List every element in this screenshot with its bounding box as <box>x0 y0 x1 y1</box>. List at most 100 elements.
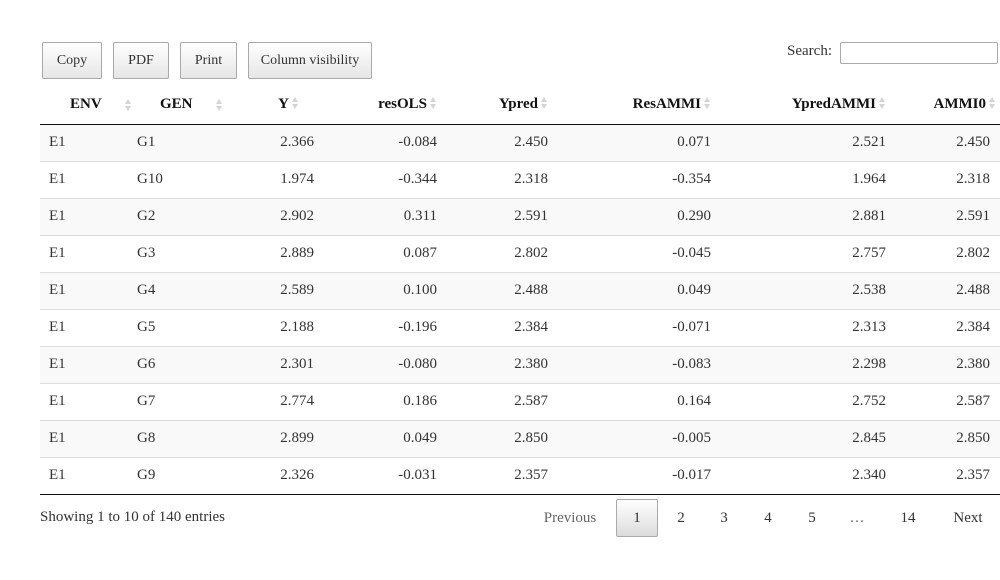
cell-ypred: 2.357 <box>444 456 548 495</box>
cell-ypred: 2.380 <box>444 345 548 383</box>
column-header-ypred[interactable]: Ypred <box>444 85 548 125</box>
search-box: Search: <box>787 42 998 64</box>
page-button-4[interactable]: 4 <box>764 509 772 526</box>
cell-y: 2.301 <box>235 345 314 383</box>
cell-ammi0: 2.488 <box>886 271 1000 309</box>
pdf-button[interactable]: PDF <box>113 42 169 79</box>
table-body: E1 G1 2.366 -0.084 2.450 0.071 2.521 2.450 E1 G10… <box>40 124 1000 495</box>
cell-resols: 0.311 <box>314 197 444 235</box>
previous-page-button[interactable]: Previous <box>543 509 597 526</box>
search-label: Search: <box>787 42 832 59</box>
table-row: E1 G7 2.774 0.186 2.587 0.164 2.752 2.587 <box>40 382 1000 420</box>
table-row: E1 G5 2.188 -0.196 2.384 -0.071 2.313 2.384 <box>40 308 1000 346</box>
cell-ammi0: 2.380 <box>886 345 1000 383</box>
cell-gen: G3 <box>132 234 235 272</box>
search-input[interactable] <box>840 42 998 64</box>
cell-ammi0: 2.591 <box>886 197 1000 235</box>
cell-env: E1 <box>40 271 132 309</box>
cell-ypred: 2.587 <box>444 382 548 420</box>
cell-gen: G6 <box>132 345 235 383</box>
column-header-label: ResAMMI <box>632 95 701 112</box>
data-table: ENV GEN Y resOLS Ypred ResAMMI YpredAMMI <box>40 85 1000 495</box>
cell-ypredammi: 2.298 <box>711 345 886 383</box>
cell-y: 2.774 <box>235 382 314 420</box>
cell-gen: G5 <box>132 308 235 346</box>
cell-ammi0: 2.357 <box>886 456 1000 495</box>
cell-resammi: 0.164 <box>548 382 711 420</box>
page-button-3[interactable]: 3 <box>720 509 728 526</box>
cell-resols: -0.031 <box>314 456 444 495</box>
cell-resammi: -0.017 <box>548 456 711 495</box>
page-button-2[interactable]: 2 <box>677 509 685 526</box>
sort-icon <box>989 97 996 110</box>
column-header-label: Y <box>278 95 289 112</box>
column-header-label: ENV <box>70 95 102 112</box>
cell-gen: G10 <box>132 160 235 198</box>
table-row: E1 G8 2.899 0.049 2.850 -0.005 2.845 2.850 <box>40 419 1000 457</box>
cell-ypred: 2.488 <box>444 271 548 309</box>
column-header-resols[interactable]: resOLS <box>314 85 444 125</box>
cell-y: 2.589 <box>235 271 314 309</box>
cell-y: 2.889 <box>235 234 314 272</box>
header-row: ENV GEN Y resOLS Ypred ResAMMI YpredAMMI <box>40 85 1000 125</box>
cell-ammi0: 2.450 <box>886 124 1000 161</box>
cell-env: E1 <box>40 124 132 161</box>
cell-ypred: 2.384 <box>444 308 548 346</box>
sort-icon <box>216 99 223 111</box>
cell-ypred: 2.450 <box>444 124 548 161</box>
cell-resols: 0.049 <box>314 419 444 457</box>
table-row: E1 G2 2.902 0.311 2.591 0.290 2.881 2.591 <box>40 197 1000 235</box>
cell-ammi0: 2.318 <box>886 160 1000 198</box>
cell-resammi: -0.354 <box>548 160 711 198</box>
cell-env: E1 <box>40 382 132 420</box>
cell-resols: 0.186 <box>314 382 444 420</box>
column-header-label: YpredAMMI <box>791 95 876 112</box>
cell-env: E1 <box>40 419 132 457</box>
table-row: E1 G4 2.589 0.100 2.488 0.049 2.538 2.488 <box>40 271 1000 309</box>
column-header-gen[interactable]: GEN <box>132 85 235 125</box>
sort-icon <box>430 97 437 110</box>
table-row: E1 G1 2.366 -0.084 2.450 0.071 2.521 2.450 <box>40 124 1000 161</box>
cell-y: 2.899 <box>235 419 314 457</box>
cell-resammi: -0.045 <box>548 234 711 272</box>
cell-y: 2.902 <box>235 197 314 235</box>
cell-env: E1 <box>40 456 132 495</box>
table-row: E1 G6 2.301 -0.080 2.380 -0.083 2.298 2.380 <box>40 345 1000 383</box>
cell-env: E1 <box>40 234 132 272</box>
cell-ypredammi: 2.752 <box>711 382 886 420</box>
table-info: Showing 1 to 10 of 140 entries <box>40 509 225 525</box>
column-header-label: Ypred <box>498 95 538 112</box>
column-header-ammi0[interactable]: AMMI0 <box>886 85 1000 125</box>
column-header-env[interactable]: ENV <box>40 85 132 125</box>
cell-resols: -0.196 <box>314 308 444 346</box>
column-header-resammi[interactable]: ResAMMI <box>548 85 711 125</box>
cell-ypredammi: 2.881 <box>711 197 886 235</box>
sort-icon <box>292 97 299 110</box>
cell-ypred: 2.591 <box>444 197 548 235</box>
cell-y: 2.326 <box>235 456 314 495</box>
cell-resammi: 0.290 <box>548 197 711 235</box>
column-header-y[interactable]: Y <box>235 85 314 125</box>
cell-env: E1 <box>40 197 132 235</box>
column-visibility-button[interactable]: Column visibility <box>248 42 372 79</box>
cell-env: E1 <box>40 308 132 346</box>
cell-gen: G4 <box>132 271 235 309</box>
sort-icon <box>541 97 548 110</box>
copy-button[interactable]: Copy <box>42 42 102 79</box>
cell-ammi0: 2.850 <box>886 419 1000 457</box>
cell-ypredammi: 2.538 <box>711 271 886 309</box>
page-button-5[interactable]: 5 <box>808 509 816 526</box>
cell-env: E1 <box>40 160 132 198</box>
cell-ypredammi: 2.340 <box>711 456 886 495</box>
page-button-1[interactable]: 1 <box>616 499 658 537</box>
cell-resols: -0.084 <box>314 124 444 161</box>
print-button[interactable]: Print <box>180 42 237 79</box>
cell-resammi: -0.071 <box>548 308 711 346</box>
cell-ammi0: 2.384 <box>886 308 1000 346</box>
cell-resammi: 0.049 <box>548 271 711 309</box>
sort-icon <box>704 97 711 110</box>
column-header-ypredammi[interactable]: YpredAMMI <box>711 85 886 125</box>
page-button-14[interactable]: 14 <box>900 509 916 526</box>
cell-ypredammi: 1.964 <box>711 160 886 198</box>
next-page-button[interactable]: Next <box>953 509 983 526</box>
